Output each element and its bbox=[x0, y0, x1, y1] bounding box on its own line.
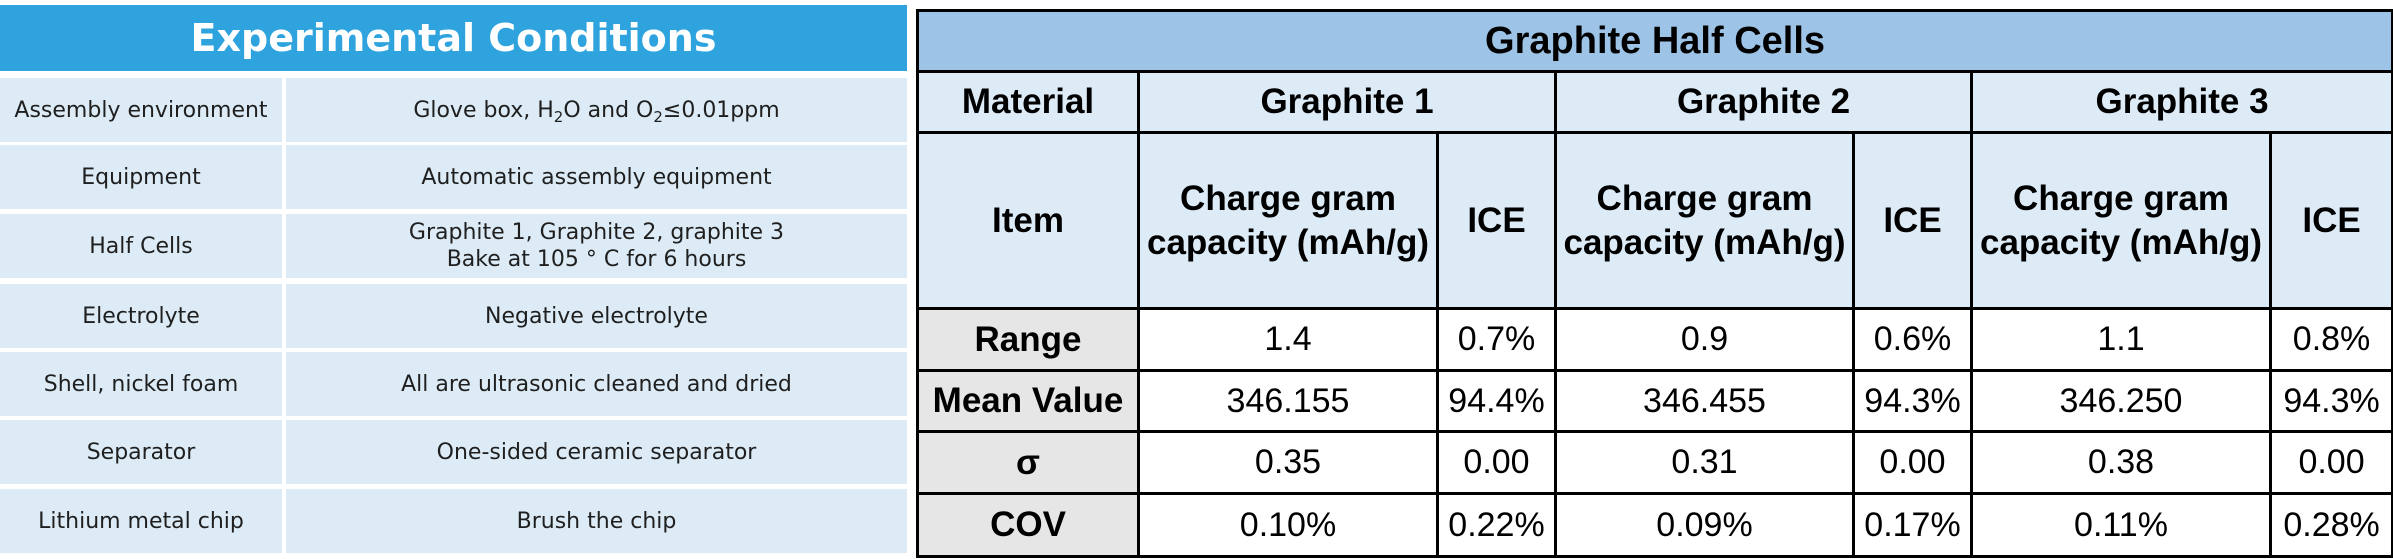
item-header-row: Item Charge gram capacity (mAh/g) ICE Cha… bbox=[916, 131, 2393, 310]
table-row: Range 1.4 0.7% 0.9 0.6% 1.1 0.8% bbox=[916, 307, 2393, 372]
material-header-row: Material Graphite 1 Graphite 2 Graphite … bbox=[916, 70, 2393, 134]
conditions-title: Experimental Conditions bbox=[0, 5, 907, 71]
table-cell: 0.9 bbox=[1554, 307, 1855, 372]
row-header: σ bbox=[916, 430, 1140, 495]
condition-row: Equipment Automatic assembly equipment bbox=[0, 145, 907, 209]
material-label: Material bbox=[916, 70, 1140, 134]
condition-row: Assembly environment Glove box, H2O and … bbox=[0, 78, 907, 142]
subscript: 2 bbox=[653, 107, 663, 126]
ice-header: ICE bbox=[1436, 131, 1557, 310]
condition-label: Electrolyte bbox=[0, 284, 282, 348]
row-header: Range bbox=[916, 307, 1140, 372]
condition-value-line: Graphite 1, Graphite 2, graphite 3 bbox=[408, 220, 785, 245]
condition-value-text: Glove box, H2O and O2≤0.01ppm bbox=[413, 97, 780, 126]
capacity-header-line: capacity (mAh/g) bbox=[1980, 222, 2262, 262]
condition-value-line: Bake at 105 ° C for 6 hours bbox=[446, 247, 747, 272]
condition-label: Assembly environment bbox=[0, 78, 282, 142]
table-cell: 0.00 bbox=[1436, 430, 1557, 495]
table-cell: 0.00 bbox=[2268, 430, 2393, 495]
capacity-header-line: Charge gram bbox=[1596, 178, 1813, 218]
capacity-header-line: capacity (mAh/g) bbox=[1563, 222, 1846, 262]
condition-row: Lithium metal chip Brush the chip bbox=[0, 489, 907, 553]
table-row: Mean Value 346.155 94.4% 346.455 94.3% 3… bbox=[916, 369, 2393, 433]
table-cell: 94.4% bbox=[1436, 369, 1557, 433]
capacity-header: Charge gram capacity (mAh/g) bbox=[1137, 131, 1439, 310]
condition-value: Glove box, H2O and O2≤0.01ppm bbox=[286, 78, 907, 142]
condition-label: Shell, nickel foam bbox=[0, 352, 282, 416]
table-cell: 0.31 bbox=[1554, 430, 1855, 495]
table-cell: 0.38 bbox=[1970, 430, 2272, 495]
condition-label: Lithium metal chip bbox=[0, 489, 282, 553]
table-row: σ 0.35 0.00 0.31 0.00 0.38 0.00 bbox=[916, 430, 2393, 495]
table-cell: 1.1 bbox=[1970, 307, 2272, 372]
ice-header: ICE bbox=[2268, 131, 2393, 310]
condition-value: One-sided ceramic separator bbox=[286, 420, 907, 484]
table-cell: 0.00 bbox=[1852, 430, 1973, 495]
table-cell: 0.10% bbox=[1137, 492, 1439, 558]
table-cell: 0.28% bbox=[2268, 492, 2393, 558]
table-cell: 0.35 bbox=[1137, 430, 1439, 495]
table-cell: 1.4 bbox=[1137, 307, 1439, 372]
capacity-header-line: Charge gram bbox=[2013, 178, 2229, 218]
table-row: COV 0.10% 0.22% 0.09% 0.17% 0.11% 0.28% bbox=[916, 492, 2393, 558]
material-header: Graphite 2 bbox=[1554, 70, 1973, 134]
condition-value: All are ultrasonic cleaned and dried bbox=[286, 352, 907, 416]
condition-value: Automatic assembly equipment bbox=[286, 145, 907, 209]
condition-row: Half Cells Graphite 1, Graphite 2, graph… bbox=[0, 214, 907, 278]
ice-header: ICE bbox=[1852, 131, 1973, 310]
condition-row: Electrolyte Negative electrolyte bbox=[0, 284, 907, 348]
table-title: Graphite Half Cells bbox=[915, 9, 2393, 73]
experimental-conditions-panel: Experimental Conditions Assembly environ… bbox=[0, 0, 907, 555]
table-cell: 0.8% bbox=[2268, 307, 2393, 372]
table-cell: 346.250 bbox=[1970, 369, 2272, 433]
value-part: ≤0.01ppm bbox=[662, 97, 780, 123]
material-header: Graphite 3 bbox=[1969, 70, 2393, 134]
table-cell: 0.6% bbox=[1852, 307, 1973, 372]
material-header: Graphite 1 bbox=[1137, 70, 1557, 134]
value-part: O and O bbox=[563, 97, 654, 123]
capacity-header-line: capacity (mAh/g) bbox=[1147, 222, 1429, 262]
row-header: COV bbox=[916, 492, 1140, 558]
subscript: 2 bbox=[553, 107, 564, 126]
condition-value: Negative electrolyte bbox=[286, 284, 907, 348]
table-title-row: Graphite Half Cells bbox=[915, 9, 2393, 73]
capacity-header: Charge gram capacity (mAh/g) bbox=[1970, 131, 2272, 310]
table-cell: 0.11% bbox=[1970, 492, 2272, 558]
condition-row: Separator One-sided ceramic separator bbox=[0, 420, 907, 484]
capacity-header-line: Charge gram bbox=[1180, 178, 1396, 218]
table-cell: 346.155 bbox=[1137, 369, 1439, 433]
condition-label: Half Cells bbox=[0, 214, 282, 278]
table-cell: 0.09% bbox=[1554, 492, 1855, 558]
condition-row: Shell, nickel foam All are ultrasonic cl… bbox=[0, 352, 907, 416]
row-header: Mean Value bbox=[916, 369, 1140, 433]
table-cell: 0.22% bbox=[1436, 492, 1557, 558]
table-cell: 0.17% bbox=[1852, 492, 1973, 558]
value-part: Glove box, H bbox=[413, 97, 554, 123]
capacity-header: Charge gram capacity (mAh/g) bbox=[1554, 131, 1855, 310]
condition-value: Brush the chip bbox=[286, 489, 907, 553]
condition-label: Equipment bbox=[0, 145, 282, 209]
condition-label: Separator bbox=[0, 420, 282, 484]
table-cell: 346.455 bbox=[1554, 369, 1855, 433]
item-label: Item bbox=[916, 131, 1140, 310]
table-cell: 94.3% bbox=[1852, 369, 1973, 433]
table-cell: 94.3% bbox=[2268, 369, 2393, 433]
table-cell: 0.7% bbox=[1436, 307, 1557, 372]
graphite-half-cells-table: Graphite Half Cells Material Graphite 1 … bbox=[915, 9, 2393, 558]
condition-value: Graphite 1, Graphite 2, graphite 3 Bake … bbox=[286, 214, 907, 278]
